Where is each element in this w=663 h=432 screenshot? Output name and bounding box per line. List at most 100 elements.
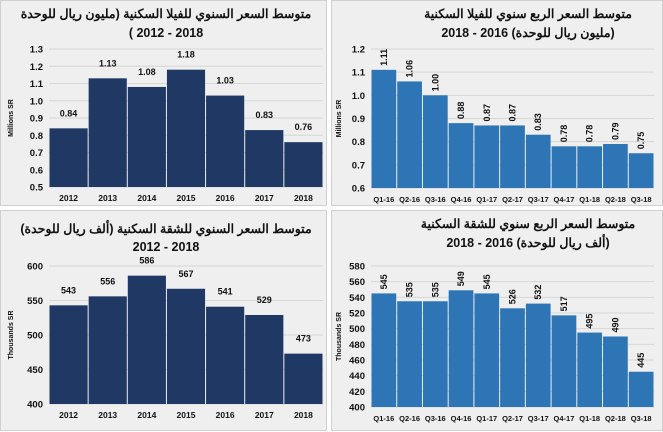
x-tick-label: Q4-17	[554, 414, 575, 423]
data-label: 1.13	[99, 58, 117, 68]
bar	[397, 81, 422, 188]
bar	[245, 130, 284, 187]
x-tick-label: Q3-17	[528, 195, 549, 204]
data-label: 545	[482, 274, 492, 289]
data-label: 0.75	[636, 132, 646, 150]
bar	[371, 293, 397, 407]
y-tick-label: 540	[349, 293, 365, 304]
x-tick-label: Q2-17	[502, 414, 523, 423]
data-label: 1.08	[138, 67, 156, 77]
y-tick-label: 400	[27, 400, 43, 411]
y-tick-label: 550	[27, 296, 43, 307]
bar	[577, 332, 603, 407]
y-tick-label: 1.2	[352, 45, 365, 56]
bar	[49, 128, 88, 187]
y-tick-label: 1.1	[352, 68, 366, 79]
chart-title: (مليون ريال للوحدة) 2016 - 2018	[441, 26, 614, 41]
bar	[474, 125, 500, 188]
y-tick-label: 1.0	[352, 91, 365, 102]
data-label: 1.03	[216, 76, 234, 86]
y-tick-label: 0.7	[352, 160, 365, 171]
data-label: 0.83	[256, 110, 274, 120]
data-label: 0.87	[508, 104, 518, 122]
bar	[603, 336, 628, 407]
bar	[628, 153, 654, 188]
bar	[628, 371, 654, 407]
x-tick-label: Q3-18	[631, 414, 652, 423]
data-label: 541	[218, 287, 233, 297]
bar	[448, 123, 474, 188]
bar	[49, 305, 88, 404]
bar	[127, 86, 166, 187]
data-label: 0.88	[456, 102, 466, 120]
chart-villa-annual: متوسط السعر السنوي للفيلا السكنية (مليون…	[0, 0, 327, 206]
y-tick-label: 0.8	[352, 137, 365, 148]
bar	[371, 69, 397, 188]
bar	[422, 95, 448, 188]
x-tick-label: Q4-16	[451, 414, 472, 423]
bar	[206, 306, 245, 404]
x-tick-label: 2016	[216, 410, 235, 420]
data-label: 549	[456, 271, 466, 286]
x-tick-label: 2015	[177, 410, 196, 420]
chart-title: متوسط السعر الربع سنوي للفيلا السكنية	[424, 7, 632, 22]
x-tick-label: Q2-16	[399, 195, 420, 204]
y-axis-label: Thousands SR	[8, 310, 15, 359]
chart-title: متوسط السعر السنوي للفيلا السكنية (مليون…	[21, 7, 312, 22]
y-tick-label: 600	[27, 262, 43, 273]
y-tick-label: 480	[349, 340, 365, 351]
y-tick-label: 500	[27, 331, 43, 342]
bar	[525, 303, 551, 407]
chart-title: متوسط السعر السنوي للشقة السكنية (ألف ري…	[20, 220, 312, 237]
y-tick-label: 400	[349, 403, 365, 414]
chart-title: (ألف ريال للوحدة) 2016 - 2018	[446, 234, 609, 251]
bar	[397, 301, 422, 407]
y-tick-label: 1.1	[30, 79, 44, 90]
data-label: 0.78	[559, 125, 569, 143]
bar	[577, 146, 603, 188]
y-tick-label: 0.9	[30, 114, 43, 125]
y-tick-label: 460	[349, 356, 365, 367]
bar	[551, 146, 577, 188]
y-tick-label: 560	[349, 277, 365, 288]
data-label: 490	[610, 317, 620, 332]
y-tick-label: 0.8	[30, 131, 43, 142]
chart-villa-quarterly: متوسط السعر الربع سنوي للفيلا السكنية (مل…	[331, 0, 663, 206]
bar	[284, 353, 323, 404]
data-label: 529	[257, 295, 272, 305]
data-label: 1.00	[430, 74, 440, 92]
data-label: 445	[636, 353, 646, 368]
chart-apartment-annual: متوسط السعر السنوي للشقة السكنية (ألف ري…	[0, 210, 327, 431]
x-tick-label: Q1-16	[373, 195, 394, 204]
y-tick-label: 420	[349, 387, 365, 398]
y-tick-label: 1.0	[30, 96, 43, 107]
x-tick-label: Q4-16	[451, 195, 472, 204]
data-label: 567	[178, 269, 193, 279]
data-label: 1.06	[405, 60, 415, 78]
x-tick-label: Q1-17	[476, 414, 497, 423]
y-tick-label: 500	[349, 324, 365, 335]
y-tick-label: 0.9	[352, 114, 365, 125]
bar	[88, 296, 127, 404]
x-tick-label: Q2-18	[605, 414, 626, 423]
bar	[166, 288, 206, 404]
x-tick-label: 2015	[177, 193, 196, 203]
x-tick-label: 2018	[294, 410, 313, 420]
x-tick-label: 2012	[59, 193, 78, 203]
x-tick-label: 2014	[137, 410, 156, 420]
x-tick-label: 2013	[98, 193, 117, 203]
data-label: 526	[508, 289, 518, 304]
bar	[245, 314, 284, 404]
y-axis-label: Millions SR	[336, 100, 343, 138]
data-label: 495	[585, 314, 595, 329]
y-tick-label: 0.6	[352, 184, 365, 195]
data-label: 1.11	[379, 49, 389, 66]
data-label: 1.18	[177, 50, 195, 60]
x-tick-label: Q3-16	[425, 195, 446, 204]
x-tick-label: 2013	[98, 410, 117, 420]
x-tick-label: Q3-17	[528, 414, 549, 423]
x-tick-label: Q1-16	[373, 414, 394, 423]
bar	[500, 125, 525, 188]
y-tick-label: 1.3	[30, 45, 43, 56]
data-label: 545	[379, 274, 389, 289]
